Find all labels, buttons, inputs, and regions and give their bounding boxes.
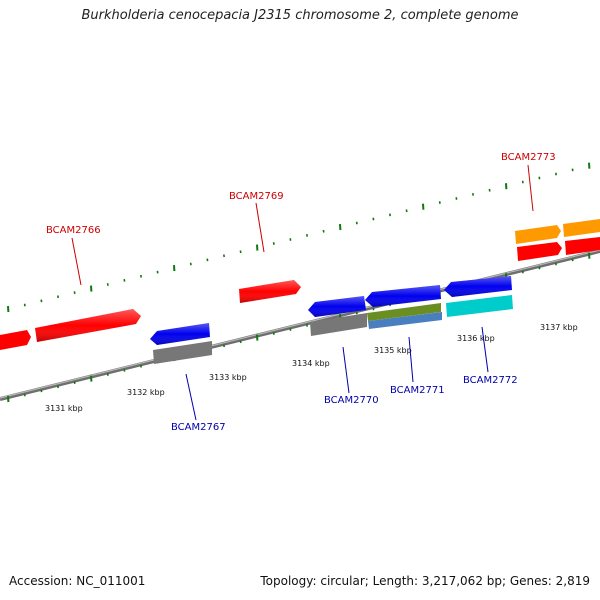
reverse-features: [150, 276, 513, 364]
cds-bar-bcam2770[interactable]: [310, 313, 367, 336]
gene-label-bcam2769[interactable]: BCAM2769: [229, 191, 284, 202]
gene-label-bcam2773[interactable]: BCAM2773: [501, 152, 556, 163]
gene-label-bcam2771[interactable]: BCAM2771: [390, 385, 445, 396]
accession-text: Accession: NC_011001: [9, 574, 146, 588]
tick-label-3132: 3132 kbp: [127, 388, 165, 397]
gene-arrow-bcam2773[interactable]: [517, 242, 562, 261]
cds-arrow-bcam2773-upper-a[interactable]: [515, 225, 561, 244]
forward-features: [0, 219, 600, 350]
gene-label-bcam2772[interactable]: BCAM2772: [463, 375, 518, 386]
tick-label-3136: 3136 kbp: [457, 334, 495, 343]
gene-label-bcam2770[interactable]: BCAM2770: [324, 395, 379, 406]
backbone: [0, 249, 600, 401]
map-title: Burkholderia cenocepacia J2315 chromosom…: [81, 8, 519, 23]
label-connectors: [71, 164, 534, 421]
tick-label-3131: 3131 kbp: [45, 404, 83, 413]
gene-labels: BCAM2766 BCAM2767 BCAM2769 BCAM2770 BCAM…: [46, 152, 556, 433]
cds-arrow-bcam2773-upper-b[interactable]: [563, 219, 600, 237]
forward-tick-track: [7, 162, 591, 313]
genome-summary-text: Topology: circular; Length: 3,217,062 bp…: [260, 574, 590, 588]
tick-label-3134: 3134 kbp: [292, 359, 330, 368]
cds-bar-bcam2767[interactable]: [153, 341, 212, 364]
tick-label-3137: 3137 kbp: [540, 323, 578, 332]
cds-bar-bcam2772[interactable]: [446, 295, 513, 317]
cds-bar-bcam2771-steel[interactable]: [368, 312, 442, 329]
gene-arrow-bcam2773-b[interactable]: [565, 237, 600, 255]
gene-label-bcam2767[interactable]: BCAM2767: [171, 422, 226, 433]
tick-labels: 3131 kbp 3132 kbp 3133 kbp 3134 kbp 3135…: [45, 323, 578, 413]
tick-label-3133: 3133 kbp: [209, 373, 247, 382]
gene-arrow-partial-left[interactable]: [0, 330, 31, 350]
tick-label-3135: 3135 kbp: [374, 346, 412, 355]
cds-bar-bcam2771-olive[interactable]: [367, 303, 441, 321]
gene-label-bcam2766[interactable]: BCAM2766: [46, 225, 101, 236]
